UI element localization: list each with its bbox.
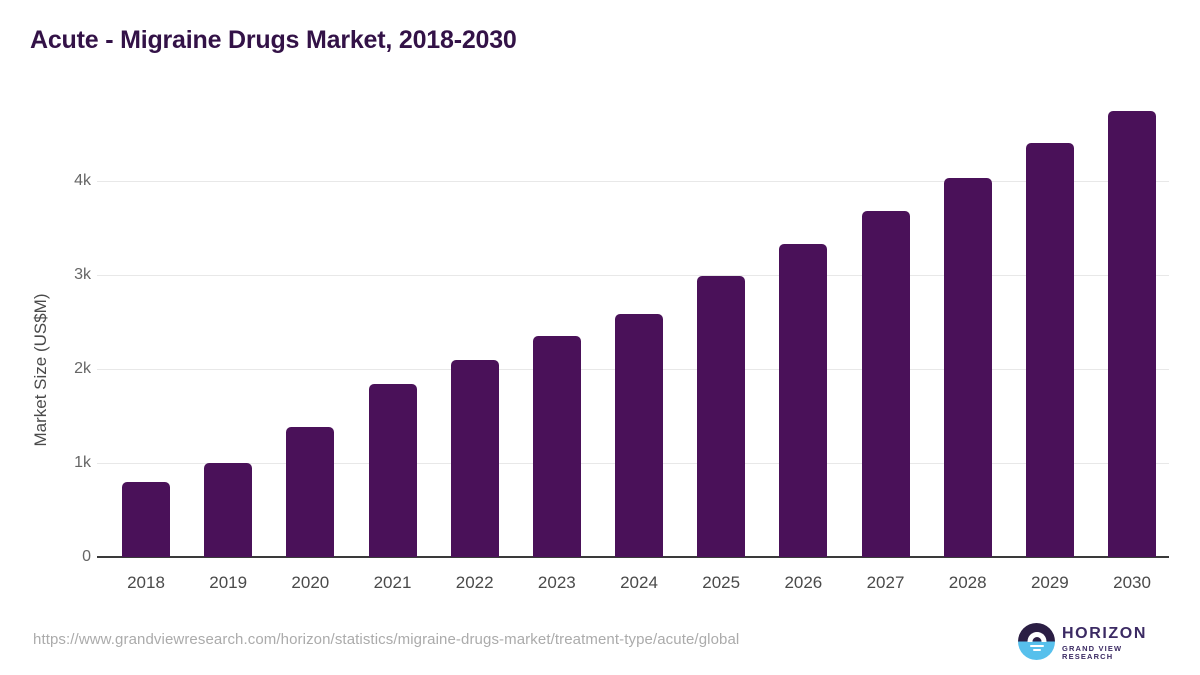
gridline-4k bbox=[97, 180, 1169, 182]
source-url: https://www.grandviewresearch.com/horizo… bbox=[33, 631, 740, 648]
reflection-line-icon bbox=[1029, 644, 1044, 648]
x-tick-label-2022: 2022 bbox=[455, 573, 494, 592]
bar-2030[interactable] bbox=[1108, 111, 1157, 557]
bar-2021[interactable] bbox=[368, 384, 417, 557]
sunrise-arch-icon bbox=[1027, 632, 1046, 642]
y-tick-label-1k: 1k bbox=[74, 454, 91, 471]
bar-2020[interactable] bbox=[286, 427, 335, 557]
x-tick-label-2021: 2021 bbox=[373, 573, 412, 592]
x-tick-label-2029: 2029 bbox=[1030, 573, 1069, 592]
bar-2019[interactable] bbox=[204, 463, 253, 557]
x-tick-label-2018: 2018 bbox=[127, 573, 165, 592]
bar-2024[interactable] bbox=[615, 313, 664, 557]
brand-subtitle: GRAND VIEW RESEARCH bbox=[1062, 644, 1123, 661]
x-tick-label-2024: 2024 bbox=[620, 573, 658, 592]
y-tick-label-2k: 2k bbox=[74, 360, 91, 377]
brand-logo[interactable]: HORIZON GRAND VIEW RESEARCH bbox=[1018, 622, 1158, 662]
x-tick-label-2027: 2027 bbox=[866, 573, 905, 592]
x-tick-label-2028: 2028 bbox=[948, 573, 987, 592]
brand-name: HORIZON bbox=[1062, 625, 1147, 642]
x-tick-label-2023: 2023 bbox=[537, 573, 576, 592]
reflection-line-icon bbox=[1032, 648, 1041, 651]
bar-2025[interactable] bbox=[697, 275, 746, 557]
x-tick-label-2020: 2020 bbox=[291, 573, 330, 592]
y-tick-label-3k: 3k bbox=[74, 266, 91, 283]
bar-2026[interactable] bbox=[779, 243, 828, 557]
bar-2029[interactable] bbox=[1025, 143, 1074, 557]
x-tick-label-2025: 2025 bbox=[702, 573, 741, 592]
chart-title: Acute - Migraine Drugs Market, 2018-2030 bbox=[30, 26, 517, 54]
x-tick-label-2019: 2019 bbox=[209, 573, 248, 592]
horizon-logo-icon bbox=[1018, 623, 1055, 660]
y-tick-label-4k: 4k bbox=[74, 172, 91, 189]
y-tick-label-0: 0 bbox=[82, 548, 91, 565]
bar-2023[interactable] bbox=[532, 336, 581, 557]
bar-2018[interactable] bbox=[122, 481, 170, 557]
x-tick-label-2026: 2026 bbox=[784, 573, 823, 592]
gridline-3k bbox=[97, 274, 1169, 276]
x-tick-label-2030: 2030 bbox=[1113, 573, 1151, 592]
bar-2027[interactable] bbox=[861, 211, 910, 557]
bar-2028[interactable] bbox=[943, 178, 992, 557]
x-axis-line bbox=[97, 556, 1169, 558]
bar-2022[interactable] bbox=[450, 359, 499, 557]
